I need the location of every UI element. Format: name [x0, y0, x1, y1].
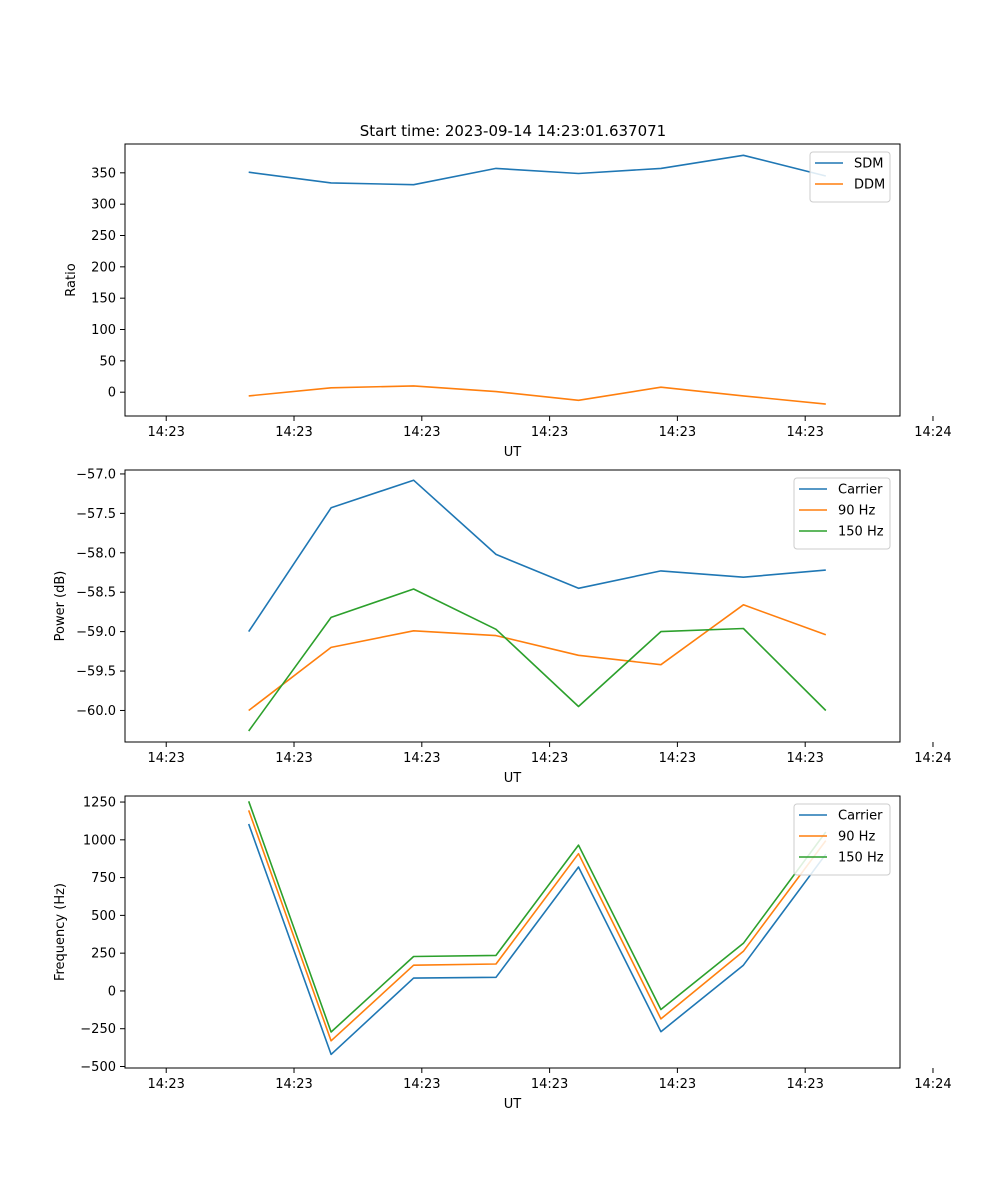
axes-frame — [125, 796, 900, 1068]
legend-label: 90 Hz — [838, 504, 875, 519]
chart-panel-3: 14:23 14:23 14:23 14:23 14:23 14:23 14:24 −500 −… — [53, 796, 952, 1112]
x-tick-label: 14:23 — [659, 751, 696, 766]
legend-label: SDM — [854, 157, 883, 172]
legend-label: 90 Hz — [838, 830, 875, 845]
x-tick-label: 14:23 — [786, 1077, 823, 1092]
y-tick-label: 0 — [108, 386, 116, 401]
legend-label: DDM — [854, 178, 885, 193]
y-axis-label: Frequency (Hz) — [53, 883, 68, 981]
x-tick-label: 14:24 — [914, 1077, 951, 1092]
series-line-ddm — [249, 386, 826, 404]
series-line-90-hz — [249, 605, 826, 711]
y-tick-label: 500 — [91, 909, 116, 924]
x-tick-label: 14:23 — [786, 425, 823, 440]
x-tick-label: 14:23 — [659, 425, 696, 440]
series-line-90-hz — [249, 810, 826, 1040]
series-line-carrier — [249, 824, 826, 1054]
y-tick-label: 250 — [91, 229, 116, 244]
y-tick-label: 200 — [91, 260, 116, 275]
legend: Carrier 90 Hz 150 Hz — [794, 478, 890, 549]
y-tick-label: 1250 — [83, 796, 116, 811]
x-tick-label: 14:23 — [147, 1077, 184, 1092]
y-tick-label: 300 — [91, 198, 116, 213]
legend-label: 150 Hz — [838, 851, 884, 866]
panels: 14:23 14:23 14:23 14:23 14:23 14:23 14:24 0 50 10… — [53, 144, 952, 1112]
x-tick-label: 14:23 — [275, 1077, 312, 1092]
y-tick-label: −57.5 — [76, 507, 116, 522]
x-tick-label: 14:23 — [531, 1077, 568, 1092]
legend: Carrier 90 Hz 150 Hz — [794, 804, 890, 875]
chart-panel-2: 14:23 14:23 14:23 14:23 14:23 14:23 14:24 −57.0… — [53, 467, 952, 786]
y-tick-label: −59.0 — [76, 625, 116, 640]
y-tick-label: −58.0 — [76, 546, 116, 561]
y-tick-label: 350 — [91, 166, 116, 181]
x-axis-label: UT — [504, 445, 522, 460]
series-line-150-hz — [249, 801, 826, 1032]
x-tick-label: 14:23 — [403, 425, 440, 440]
x-tick-label: 14:23 — [147, 751, 184, 766]
y-tick-label: 250 — [91, 947, 116, 962]
y-tick-label: −59.5 — [76, 665, 116, 680]
axes-frame — [125, 144, 900, 416]
y-tick-label: −60.0 — [76, 704, 116, 719]
x-tick-label: 14:23 — [403, 751, 440, 766]
chart-panel-1: 14:23 14:23 14:23 14:23 14:23 14:23 14:24 0 50 10… — [64, 144, 952, 460]
axes-frame — [125, 470, 900, 742]
x-tick-label: 14:24 — [914, 751, 951, 766]
x-tick-label: 14:23 — [531, 425, 568, 440]
x-axis-label: UT — [504, 771, 522, 786]
y-tick-label: −500 — [80, 1060, 116, 1075]
series-line-sdm — [249, 155, 826, 184]
series-line-150-hz — [249, 589, 826, 731]
x-tick-label: 14:23 — [275, 425, 312, 440]
y-tick-label: −57.0 — [76, 467, 116, 482]
x-tick-label: 14:23 — [659, 1077, 696, 1092]
x-tick-label: 14:23 — [147, 425, 184, 440]
y-tick-label: −58.5 — [76, 586, 116, 601]
x-tick-label: 14:24 — [914, 425, 951, 440]
y-axis-label: Ratio — [64, 263, 79, 296]
y-tick-label: 1000 — [83, 833, 116, 848]
chart-title: Start time: 2023-09-14 14:23:01.637071 — [360, 122, 666, 140]
y-tick-label: 0 — [108, 984, 116, 999]
x-axis-label: UT — [504, 1097, 522, 1112]
x-tick-label: 14:23 — [275, 751, 312, 766]
x-tick-label: 14:23 — [786, 751, 823, 766]
y-tick-label: 100 — [91, 323, 116, 338]
legend-label: Carrier — [838, 809, 883, 824]
x-tick-label: 14:23 — [403, 1077, 440, 1092]
x-tick-label: 14:23 — [531, 751, 568, 766]
legend-label: 150 Hz — [838, 525, 884, 540]
legend: SDM DDM — [810, 152, 890, 202]
y-axis-label: Power (dB) — [53, 571, 68, 642]
legend-label: Carrier — [838, 483, 883, 498]
y-tick-label: 150 — [91, 292, 116, 307]
y-tick-label: 750 — [91, 871, 116, 886]
y-tick-label: 50 — [99, 354, 116, 369]
series-line-carrier — [249, 480, 826, 631]
y-tick-label: −250 — [80, 1022, 116, 1037]
